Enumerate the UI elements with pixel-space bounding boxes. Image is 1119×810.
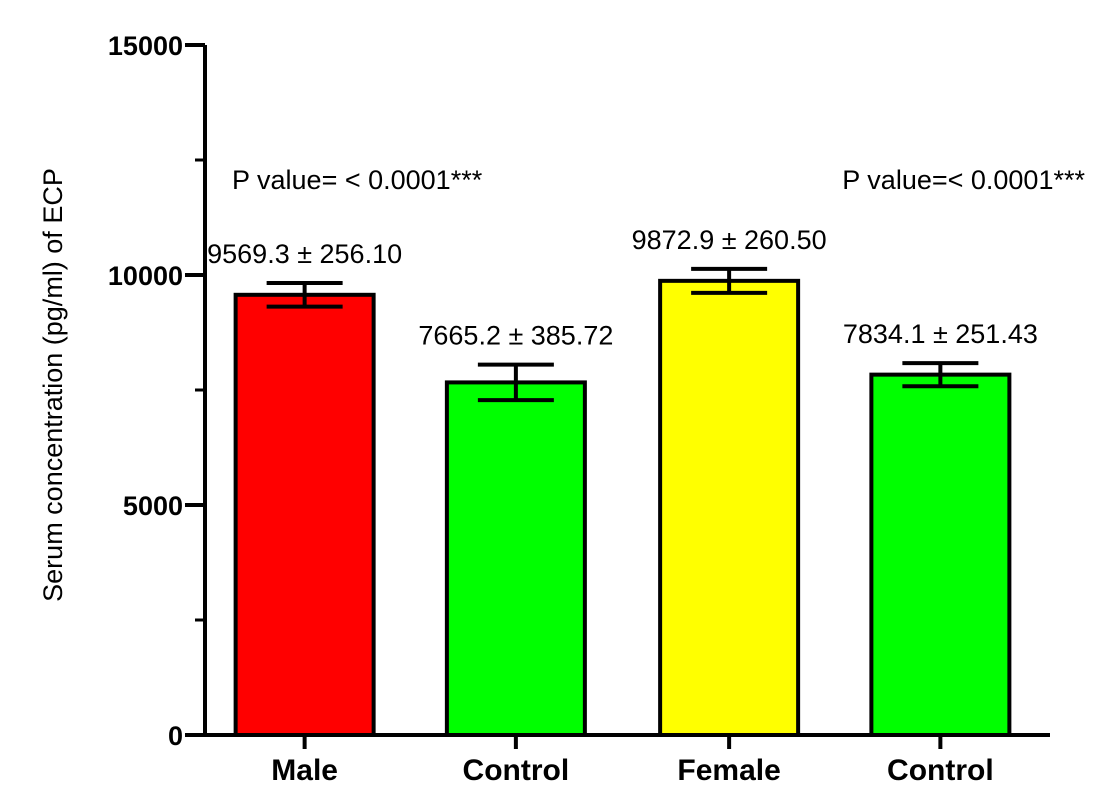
bar xyxy=(444,380,587,737)
y-tick-label: 10000 xyxy=(108,261,183,291)
data-label: 7834.1 ± 251.43 xyxy=(843,319,1038,349)
axes: 0 5000 10000 15000 Male Control Female Control xyxy=(108,31,1050,787)
bars xyxy=(233,266,1012,737)
x-tick-label: Control xyxy=(887,754,994,787)
p-value-annotation: P value=< 0.0001*** xyxy=(842,165,1085,195)
p-value-annotation: P value= < 0.0001*** xyxy=(232,165,483,195)
data-label: 7665.2 ± 385.72 xyxy=(418,321,613,351)
y-tick-label: 5000 xyxy=(123,491,183,521)
bar xyxy=(869,372,1012,737)
data-label: 9569.3 ± 256.10 xyxy=(207,239,402,269)
x-tick-label: Control xyxy=(463,754,570,787)
y-axis-label: Serum concentration (pg/ml) of ECP xyxy=(38,168,68,602)
bar xyxy=(233,292,376,737)
x-tick-label: Male xyxy=(271,754,338,787)
bar xyxy=(658,278,801,737)
x-tick-label: Female xyxy=(677,754,780,787)
y-tick-label: 15000 xyxy=(108,31,183,61)
data-labels: 9569.3 ± 256.10 7665.2 ± 385.72 9872.9 ± 2… xyxy=(207,165,1085,351)
y-tick-label: 0 xyxy=(168,721,183,751)
data-label: 9872.9 ± 260.50 xyxy=(632,225,827,255)
